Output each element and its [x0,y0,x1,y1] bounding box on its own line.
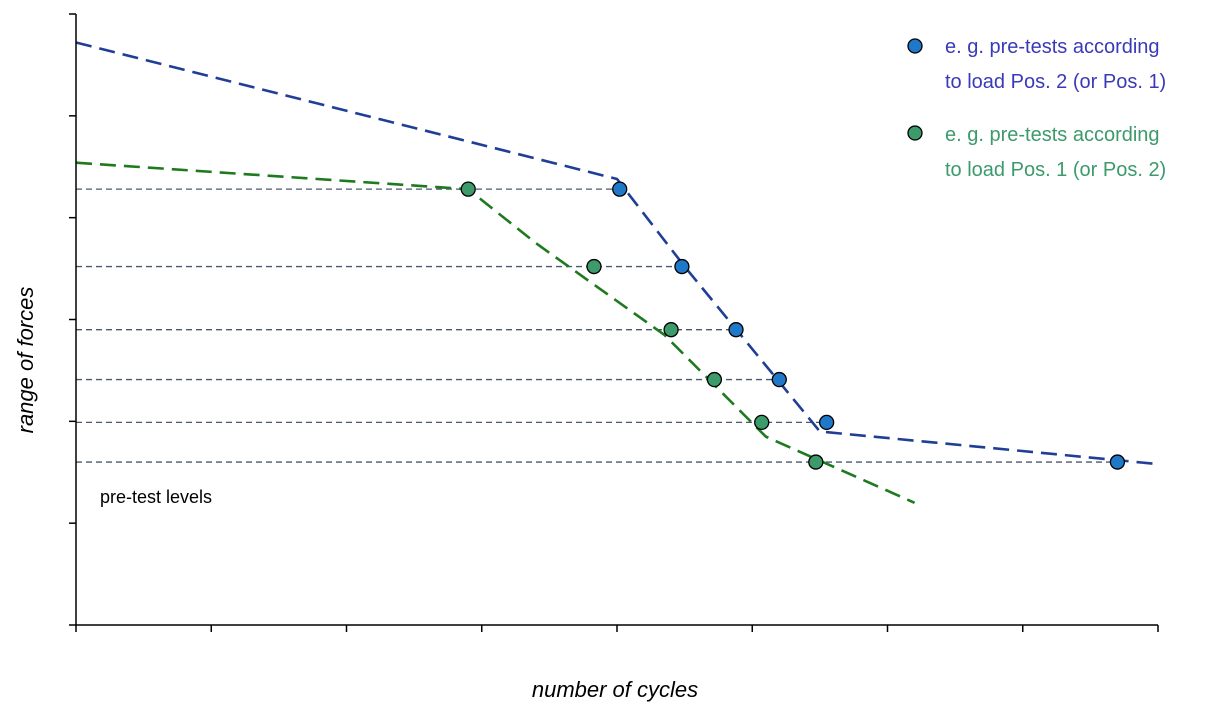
series-1-point-2 [674,258,690,275]
y-axis-label: range of forces [13,287,38,434]
series-1-point-6 [1109,454,1126,470]
legend: e. g. pre-tests according to load Pos. 2… [907,36,1166,181]
series-1-point-4 [771,371,787,388]
series-2-point-1 [460,181,476,197]
legend-item-series-2: e. g. pre-tests according to load Pos. 1… [907,124,1166,181]
series-2-point-2 [586,258,602,275]
series-2-point-6 [808,454,824,470]
series-2-point-4 [706,371,723,388]
legend-label-series-1-line-2: to load Pos. 2 (or Pos. 1) [945,71,1166,93]
legend-marker-series-2 [907,125,923,141]
series-1-point-1 [612,181,628,197]
legend-item-series-1: e. g. pre-tests according to load Pos. 2… [907,36,1166,93]
series-1-point-3 [728,322,744,338]
x-axis-label: number of cycles [532,677,698,702]
legend-label-series-2-line-2: to load Pos. 1 (or Pos. 2) [945,159,1166,181]
series-1-line [75,41,1159,466]
series-markers [460,181,1126,470]
legend-label-series-2-line-1: e. g. pre-tests according [945,124,1160,146]
series-lines [75,41,1159,504]
series-1-point-5 [818,414,835,431]
series-2-point-3 [663,322,679,338]
series-2-line [75,161,916,504]
pretest-level-lines [76,188,1118,463]
axes [69,13,1159,632]
legend-label-series-1-line-1: e. g. pre-tests according [945,36,1160,58]
pretest-levels-annotation: pre-test levels [100,487,212,507]
series-2-point-5 [754,414,770,431]
legend-marker-series-1 [907,38,923,54]
